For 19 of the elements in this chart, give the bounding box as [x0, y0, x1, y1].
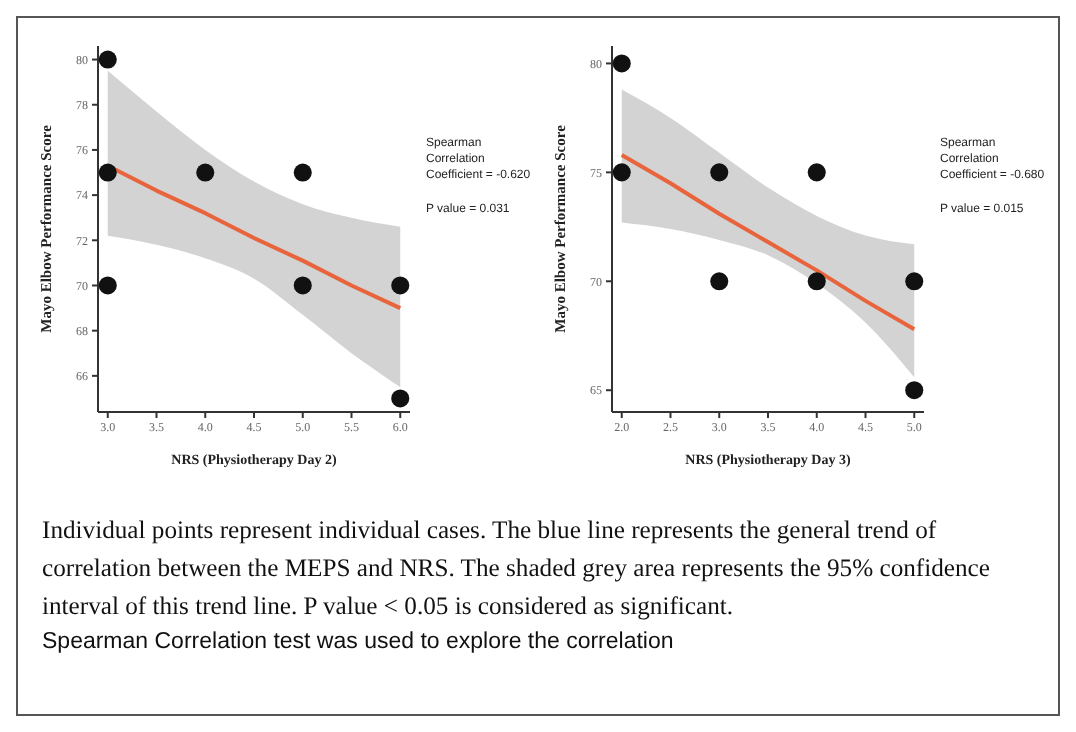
point — [612, 163, 631, 182]
point — [807, 272, 826, 291]
text: Individual points represent individual cases. The blue line represents the general trend of correlation between the MEPS and NRS. The shaded grey area represents the 95% confidence interval of this trend line. P value < 0.05 is considered as significant. — [42, 514, 992, 624]
line-series — [619, 152, 917, 332]
point — [391, 389, 410, 408]
point — [391, 276, 410, 295]
point — [293, 276, 312, 295]
point — [196, 163, 215, 182]
point — [98, 50, 117, 69]
point — [612, 54, 631, 73]
point — [905, 381, 924, 400]
point — [293, 163, 312, 182]
point — [807, 163, 826, 182]
point — [98, 276, 117, 295]
point — [710, 163, 729, 182]
text: Spearman Correlation test was used to explore the correlation — [42, 628, 676, 658]
point — [905, 272, 924, 291]
point — [98, 163, 117, 182]
point — [710, 272, 729, 291]
